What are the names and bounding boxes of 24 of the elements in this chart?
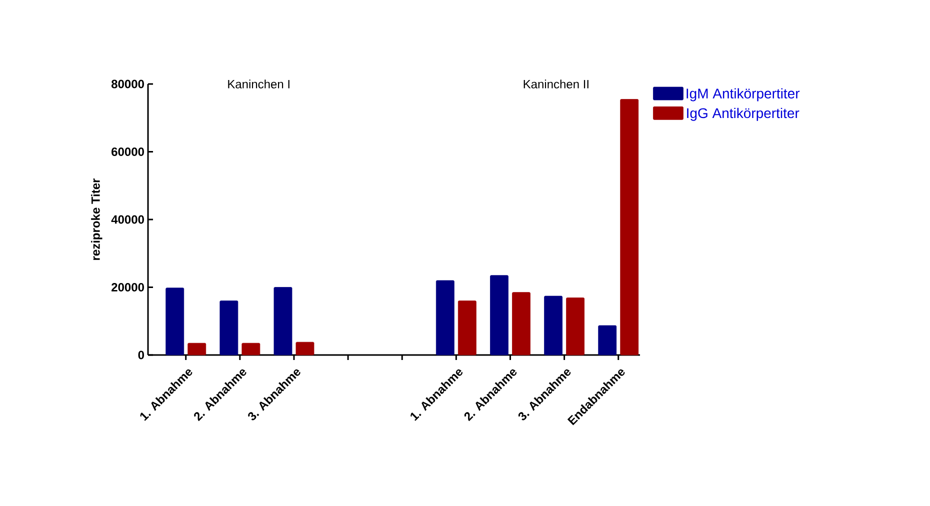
bar <box>166 288 184 356</box>
y-tick-label: 60000 <box>112 148 144 156</box>
bar <box>296 342 314 356</box>
bar <box>544 296 562 356</box>
bar <box>220 300 238 356</box>
bar <box>242 342 260 356</box>
y-tick-label: 0 <box>138 350 144 360</box>
bar <box>274 287 292 356</box>
bar <box>188 342 206 356</box>
y-tick-label: 80000 <box>111 80 144 88</box>
bar <box>458 300 476 356</box>
bar <box>512 292 530 356</box>
bar <box>620 99 639 356</box>
bar <box>598 325 617 356</box>
bar <box>436 280 454 356</box>
legend-label: IgM Antikörpertiter <box>686 88 800 102</box>
bar <box>490 275 508 356</box>
annotation: Kaninchen II <box>524 80 588 88</box>
annotation: Kaninchen I <box>228 80 290 88</box>
legend-label: IgG Antikörpertiter <box>687 108 800 121</box>
bar <box>566 298 584 356</box>
y-axis-title: reziproke Titer <box>91 178 102 260</box>
y-tick-label: 20000 <box>112 282 144 292</box>
y-tick-label: 40000 <box>111 215 144 224</box>
